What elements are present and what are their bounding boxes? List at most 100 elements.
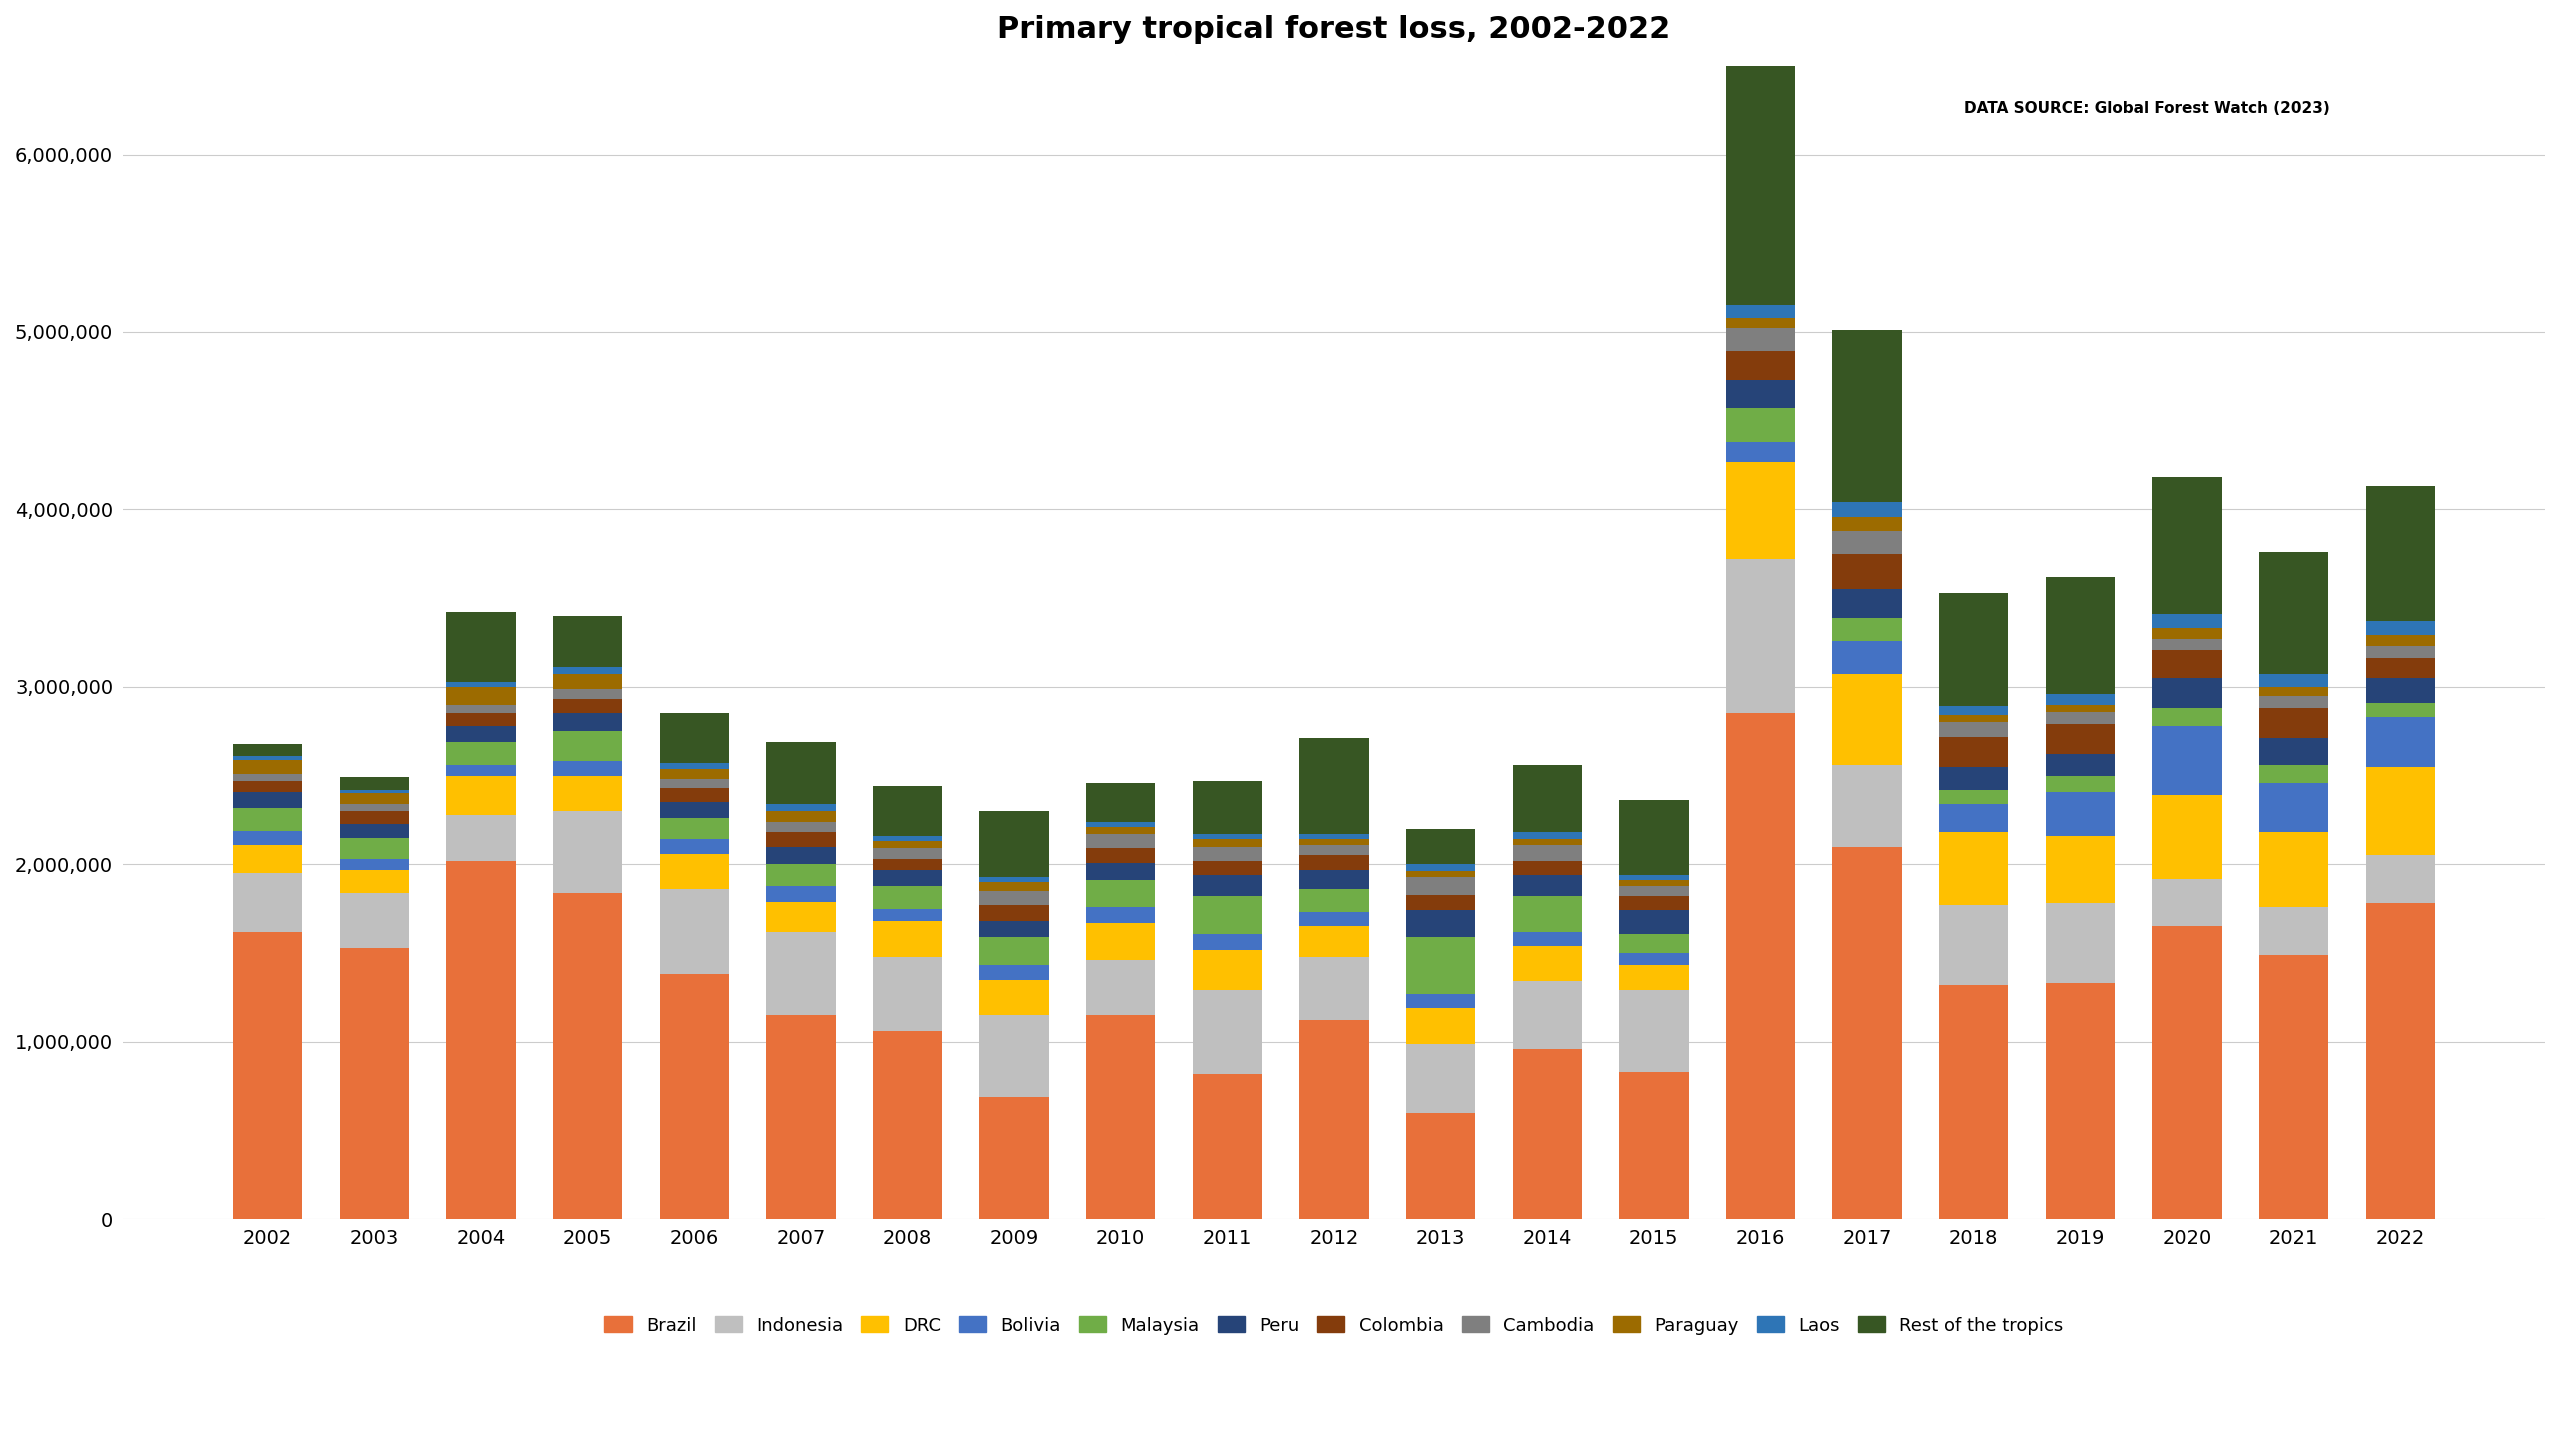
Bar xyxy=(1833,503,1902,517)
Bar xyxy=(2045,704,2115,711)
Bar xyxy=(1405,937,1475,994)
Bar xyxy=(1193,834,1262,840)
Bar xyxy=(445,612,515,681)
Bar xyxy=(1513,832,1582,840)
Bar xyxy=(1193,1074,1262,1220)
Bar xyxy=(2365,647,2435,658)
Bar xyxy=(2153,726,2222,795)
Bar xyxy=(1085,907,1155,923)
Bar xyxy=(980,937,1050,965)
Bar xyxy=(765,932,835,1015)
Bar xyxy=(873,956,942,1031)
Bar xyxy=(873,841,942,848)
Bar xyxy=(1620,896,1690,910)
Bar xyxy=(1938,804,2010,832)
Bar xyxy=(445,726,515,742)
Bar xyxy=(1938,737,2010,766)
Bar xyxy=(2258,832,2327,907)
Bar xyxy=(2153,649,2222,678)
Bar xyxy=(1300,926,1370,956)
Bar xyxy=(1725,318,1795,328)
Bar xyxy=(1620,1071,1690,1220)
Bar xyxy=(2365,487,2435,621)
Bar xyxy=(1725,328,1795,351)
Bar xyxy=(1405,894,1475,910)
Bar xyxy=(1513,876,1582,896)
Bar xyxy=(445,742,515,765)
Bar xyxy=(2045,903,2115,984)
Bar xyxy=(1405,1044,1475,1113)
Bar xyxy=(1193,780,1262,834)
Bar xyxy=(1193,896,1262,933)
Bar xyxy=(2045,984,2115,1220)
Bar xyxy=(1300,840,1370,845)
Bar xyxy=(2153,639,2222,649)
Bar xyxy=(765,1015,835,1220)
Bar xyxy=(873,837,942,841)
Bar xyxy=(660,802,730,818)
Bar xyxy=(980,891,1050,906)
Bar xyxy=(2045,776,2115,792)
Bar xyxy=(2365,635,2435,647)
Bar xyxy=(1725,713,1795,1220)
Bar xyxy=(980,1097,1050,1220)
Bar xyxy=(1620,953,1690,965)
Bar xyxy=(1405,877,1475,894)
Bar xyxy=(765,847,835,864)
Bar xyxy=(1725,442,1795,461)
Bar xyxy=(765,832,835,847)
Bar xyxy=(980,965,1050,979)
Bar xyxy=(445,704,515,713)
Bar xyxy=(1300,888,1370,913)
Bar xyxy=(1938,906,2010,985)
Bar xyxy=(660,975,730,1220)
Bar xyxy=(340,838,410,860)
Bar xyxy=(2153,708,2222,726)
Bar xyxy=(1513,840,1582,845)
Bar xyxy=(340,793,410,804)
Bar xyxy=(2365,903,2435,1220)
Bar xyxy=(2258,783,2327,832)
Bar xyxy=(1300,870,1370,888)
Bar xyxy=(233,743,302,756)
Bar xyxy=(2153,613,2222,628)
Bar xyxy=(445,681,515,687)
Bar xyxy=(233,756,302,760)
Bar xyxy=(553,674,622,688)
Bar xyxy=(2153,678,2222,708)
Bar xyxy=(1833,765,1902,847)
Bar xyxy=(1833,517,1902,531)
Bar xyxy=(2365,717,2435,766)
Bar xyxy=(873,786,942,837)
Bar xyxy=(1300,956,1370,1021)
Bar xyxy=(2153,926,2222,1220)
Bar xyxy=(233,845,302,873)
Bar xyxy=(2045,694,2115,704)
Bar xyxy=(873,886,942,909)
Bar xyxy=(2045,837,2115,903)
Bar xyxy=(873,848,942,860)
Bar xyxy=(1300,834,1370,840)
Bar xyxy=(1833,330,1902,503)
Bar xyxy=(233,792,302,808)
Bar xyxy=(1193,876,1262,896)
Bar xyxy=(980,906,1050,922)
Bar xyxy=(1085,827,1155,834)
Bar xyxy=(233,808,302,831)
Bar xyxy=(1405,871,1475,877)
Bar xyxy=(2258,765,2327,783)
Bar xyxy=(765,864,835,886)
Bar xyxy=(340,811,410,824)
Bar xyxy=(233,780,302,792)
Bar xyxy=(1085,863,1155,880)
Bar xyxy=(1193,861,1262,876)
Bar xyxy=(660,854,730,888)
Bar xyxy=(2258,739,2327,765)
Bar xyxy=(1620,965,1690,991)
Bar xyxy=(1085,834,1155,848)
Bar xyxy=(1085,848,1155,863)
Bar xyxy=(1513,896,1582,932)
Bar xyxy=(340,778,410,789)
Bar xyxy=(980,1015,1050,1097)
Bar xyxy=(660,788,730,802)
